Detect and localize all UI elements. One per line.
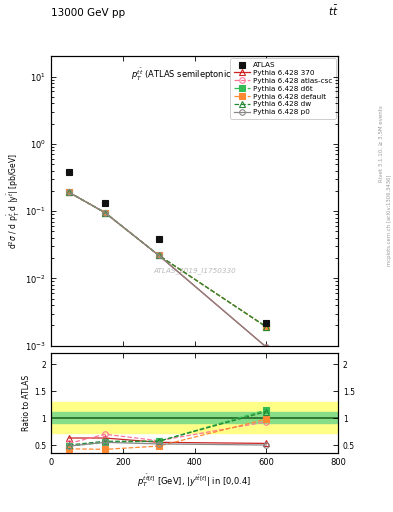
Pythia 6.428 p0: [103, 209, 107, 216]
Pythia 6.428 atlas-csc: [103, 209, 107, 216]
ATLAS: [103, 200, 107, 206]
Pythia 6.428 default: [264, 324, 269, 330]
Text: ATLAS_2019_I1750330: ATLAS_2019_I1750330: [153, 267, 236, 274]
Text: $p_T^{t\bar{t}}$ (ATLAS semileptonic ttbar): $p_T^{t\bar{t}}$ (ATLAS semileptonic ttb…: [131, 67, 258, 82]
Text: 13000 GeV pp: 13000 GeV pp: [51, 8, 125, 18]
ATLAS: [264, 319, 269, 326]
Line: Pythia 6.428 default: Pythia 6.428 default: [66, 189, 269, 330]
Bar: [51, 402, 338, 433]
Pythia 6.428 d6t: [264, 324, 269, 330]
Pythia 6.428 default: [103, 209, 107, 216]
Pythia 6.428 370: [264, 344, 269, 350]
Line: Pythia 6.428 370: Pythia 6.428 370: [66, 189, 269, 350]
Line: Pythia 6.428 dw: Pythia 6.428 dw: [66, 189, 269, 330]
Text: mcplots.cern.ch [arXiv:1306.3436]: mcplots.cern.ch [arXiv:1306.3436]: [387, 175, 392, 266]
Pythia 6.428 d6t: [156, 252, 161, 259]
Pythia 6.428 dw: [264, 324, 269, 330]
ATLAS: [156, 236, 161, 242]
Pythia 6.428 default: [156, 252, 161, 259]
Legend: ATLAS, Pythia 6.428 370, Pythia 6.428 atlas-csc, Pythia 6.428 d6t, Pythia 6.428 : ATLAS, Pythia 6.428 370, Pythia 6.428 at…: [230, 58, 336, 119]
Pythia 6.428 atlas-csc: [156, 252, 161, 259]
Pythia 6.428 dw: [156, 252, 161, 259]
Pythia 6.428 d6t: [103, 209, 107, 216]
Pythia 6.428 p0: [156, 252, 161, 259]
Bar: [51, 412, 338, 423]
X-axis label: $p_T^{t\bar{t}[t]}$ [GeV], $|y^{t\bar{t}[t]}|$ in [0,0.4]: $p_T^{t\bar{t}[t]}$ [GeV], $|y^{t\bar{t}…: [138, 473, 252, 489]
Pythia 6.428 dw: [67, 189, 72, 196]
Pythia 6.428 370: [103, 209, 107, 216]
Y-axis label: d$^2\sigma$ / d p$_T^{\bar{t}}$ d |y$^{\bar{t}}$| [pb/GeV]: d$^2\sigma$ / d p$_T^{\bar{t}}$ d |y$^{\…: [6, 153, 22, 249]
ATLAS: [67, 169, 72, 175]
Pythia 6.428 default: [67, 189, 72, 196]
Text: $t\bar{t}$: $t\bar{t}$: [327, 4, 338, 18]
Pythia 6.428 p0: [67, 189, 72, 196]
Pythia 6.428 dw: [103, 209, 107, 216]
Y-axis label: Ratio to ATLAS: Ratio to ATLAS: [22, 375, 31, 431]
Line: Pythia 6.428 d6t: Pythia 6.428 d6t: [66, 189, 269, 330]
Pythia 6.428 atlas-csc: [264, 324, 269, 330]
Line: Pythia 6.428 atlas-csc: Pythia 6.428 atlas-csc: [66, 189, 269, 330]
Pythia 6.428 atlas-csc: [67, 189, 72, 196]
Pythia 6.428 d6t: [67, 189, 72, 196]
Line: Pythia 6.428 p0: Pythia 6.428 p0: [66, 189, 269, 350]
Pythia 6.428 370: [156, 252, 161, 259]
Pythia 6.428 370: [67, 189, 72, 196]
Pythia 6.428 p0: [264, 344, 269, 350]
Text: Rivet 3.1.10, ≥ 3.5M events: Rivet 3.1.10, ≥ 3.5M events: [379, 105, 384, 182]
Line: ATLAS: ATLAS: [66, 168, 270, 326]
